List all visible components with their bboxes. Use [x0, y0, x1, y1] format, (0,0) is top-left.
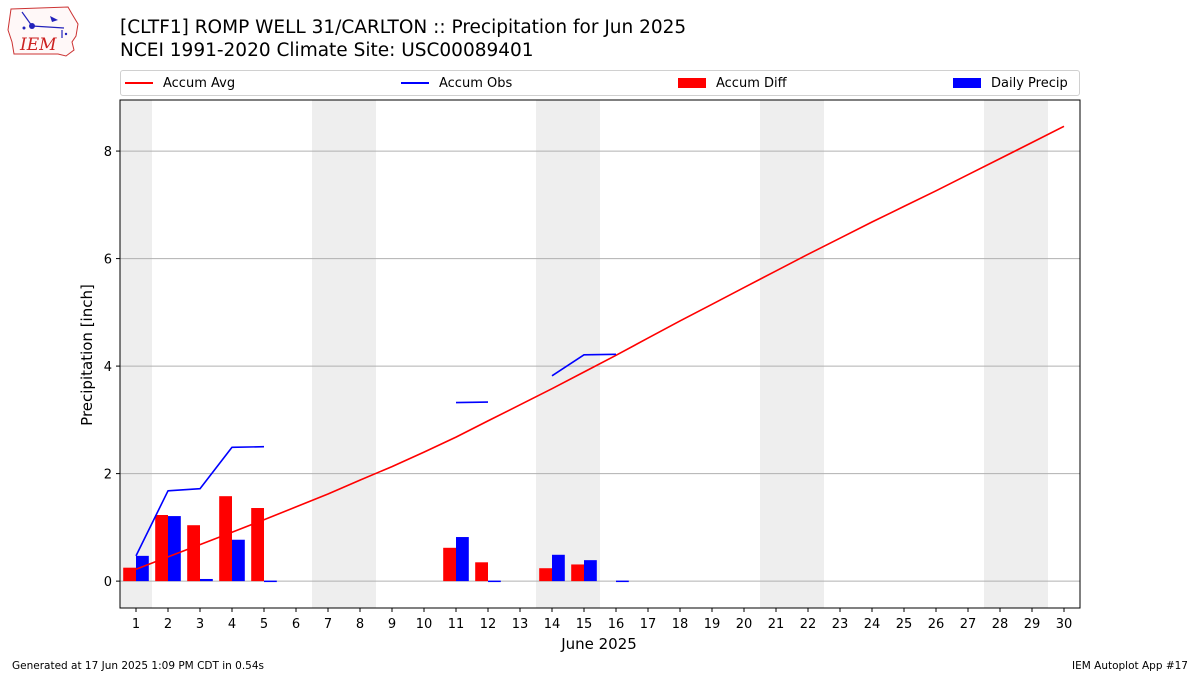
legend-swatch-accum-obs [401, 82, 429, 84]
bar-accum-diff [155, 515, 168, 582]
bar-accum-diff [443, 547, 456, 582]
legend-item-accum-diff: Accum Diff [678, 74, 787, 92]
x-tick-label: 3 [196, 617, 204, 632]
legend-item-daily-precip: Daily Precip [953, 74, 1068, 92]
weekend-shade [1016, 100, 1048, 608]
x-tick-label: 27 [960, 617, 977, 632]
x-tick-label: 10 [416, 617, 433, 632]
bar-accum-diff [539, 568, 552, 582]
app-credit: IEM Autoplot App #17 [1072, 660, 1188, 672]
chart-subtitle: NCEI 1991-2020 Climate Site: USC00089401 [120, 40, 534, 61]
weekend-shade [344, 100, 376, 608]
x-tick-label: 29 [1024, 617, 1041, 632]
weekend-shade [120, 100, 152, 608]
x-tick-label: 25 [896, 617, 913, 632]
x-tick-label: 21 [768, 617, 785, 632]
x-tick-label: 19 [704, 617, 721, 632]
weekend-shade [312, 100, 344, 608]
x-tick-label: 13 [512, 617, 529, 632]
x-tick-label: 11 [448, 617, 465, 632]
x-tick-label: 16 [608, 617, 625, 632]
legend-item-accum-obs: Accum Obs [401, 74, 512, 92]
x-tick-label: 1 [132, 617, 140, 632]
weekend-shade [792, 100, 824, 608]
bar-accum-diff [251, 508, 264, 582]
gridlines [120, 150, 1080, 582]
iem-iowa-logo-icon: IEM [7, 6, 79, 57]
bar-daily-precip [584, 560, 597, 582]
x-tick-label: 23 [832, 617, 849, 632]
x-tick-label: 22 [800, 617, 817, 632]
bar-accum-diff [219, 496, 232, 582]
y-axis-label: Precipitation [inch] [78, 284, 96, 426]
lines [135, 125, 1065, 571]
legend-label-accum-obs: Accum Obs [439, 75, 513, 91]
y-tick-label: 0 [104, 575, 112, 590]
x-tick-label: 30 [1056, 617, 1073, 632]
bar-daily-precip [200, 578, 213, 582]
plot-frame [119, 99, 1081, 609]
x-tick-label: 17 [640, 617, 657, 632]
x-tick-label: 5 [260, 617, 268, 632]
x-tick-label: 9 [388, 617, 396, 632]
x-tick-label: 15 [576, 617, 593, 632]
y-tick-label: 8 [104, 145, 112, 160]
x-tick-label: 6 [292, 617, 300, 632]
legend-swatch-accum-avg [125, 82, 153, 84]
bar-daily-precip [488, 580, 501, 583]
bar-accum-diff [571, 564, 584, 582]
y-tick-label: 2 [104, 468, 112, 483]
legend-label-accum-avg: Accum Avg [163, 75, 236, 91]
bar-accum-diff [123, 567, 136, 582]
bar-daily-precip [456, 537, 469, 582]
iem-logo: IEM [6, 4, 82, 60]
chart-legend: Accum Avg Accum Obs Accum Diff Daily Pre… [120, 70, 1080, 96]
bar-accum-diff [475, 562, 488, 582]
axis-ticks: 1 2 3 4 5 6 7 8 9 10 11 12 13 14 15 16 17 18 19 20 21 22 23 24 2… [104, 145, 1073, 632]
bar-daily-precip [168, 516, 181, 582]
x-tick-label: 4 [228, 617, 236, 632]
x-axis-label: June 2025 [560, 635, 637, 653]
legend-label-accum-diff: Accum Diff [716, 75, 787, 91]
legend-item-accum-avg: Accum Avg [125, 74, 235, 92]
x-tick-label: 8 [356, 617, 364, 632]
bar-accum-diff [187, 525, 200, 582]
bar-daily-precip [136, 555, 149, 582]
x-tick-label: 26 [928, 617, 945, 632]
legend-label-daily-precip: Daily Precip [991, 75, 1068, 91]
line-accum-obs [135, 353, 617, 557]
x-tick-label: 12 [480, 617, 497, 632]
bar-daily-precip [552, 554, 565, 582]
generated-timestamp: Generated at 17 Jun 2025 1:09 PM CDT in … [12, 660, 265, 672]
logo-text: IEM [19, 35, 57, 55]
line-accum-avg [135, 125, 1065, 571]
y-tick-label: 4 [104, 360, 112, 375]
weekend-shade [536, 100, 568, 608]
weekend-shade [984, 100, 1016, 608]
weekend-shade [760, 100, 792, 608]
chart-title: [CLTF1] ROMP WELL 31/CARLTON :: Precipit… [120, 17, 687, 38]
y-tick-label: 6 [104, 253, 112, 268]
x-tick-label: 20 [736, 617, 753, 632]
legend-swatch-accum-diff [678, 78, 706, 88]
bar-daily-precip [232, 539, 245, 582]
x-tick-label: 7 [324, 617, 332, 632]
x-tick-label: 2 [164, 617, 172, 632]
x-tick-label: 14 [544, 617, 561, 632]
bar-daily-precip [616, 580, 629, 583]
bar-daily-precip [264, 580, 277, 583]
x-tick-label: 28 [992, 617, 1009, 632]
x-tick-label: 18 [672, 617, 689, 632]
x-tick-label: 24 [864, 617, 881, 632]
legend-swatch-daily-precip [953, 78, 981, 88]
bars [123, 496, 629, 583]
